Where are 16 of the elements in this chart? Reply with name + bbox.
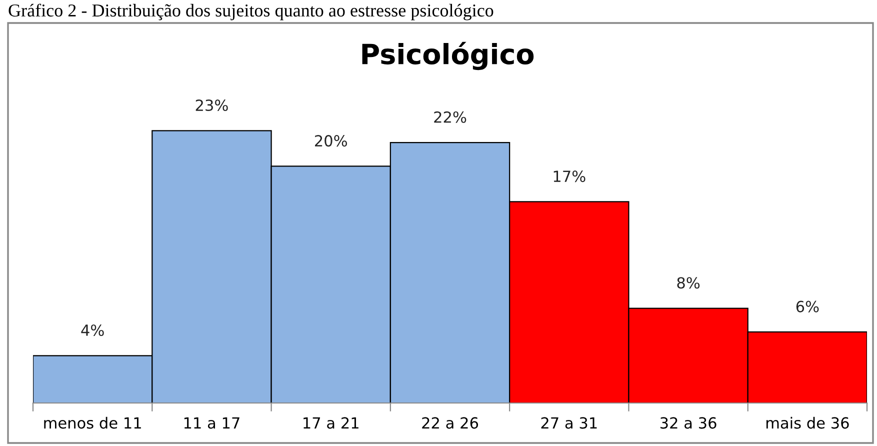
x-tick-label: 17 a 21 bbox=[304, 417, 358, 429]
data-label: 23% bbox=[196, 99, 228, 112]
x-tick-label: 32 a 36 bbox=[660, 417, 716, 429]
x-tick-label: mais de 36 bbox=[766, 416, 849, 429]
x-tick-label: 22 a 26 bbox=[422, 417, 478, 429]
x-tick-label: 11 a 17 bbox=[184, 417, 240, 429]
data-label: 8% bbox=[677, 277, 700, 289]
data-label: 6% bbox=[796, 300, 819, 312]
x-tick-label: menos de 11 bbox=[44, 416, 141, 429]
chart-title: Psicológico bbox=[362, 42, 534, 70]
x-tick-label: 27 a 31 bbox=[541, 417, 597, 429]
data-label: 4% bbox=[81, 324, 104, 336]
data-label: 22% bbox=[434, 111, 466, 123]
data-label: 17% bbox=[554, 170, 586, 182]
data-label: 20% bbox=[315, 135, 347, 147]
text: Gráfico 2 - Distribuição dos sujeitos quanto ao estresse psicológico bbox=[8, 4, 494, 20]
